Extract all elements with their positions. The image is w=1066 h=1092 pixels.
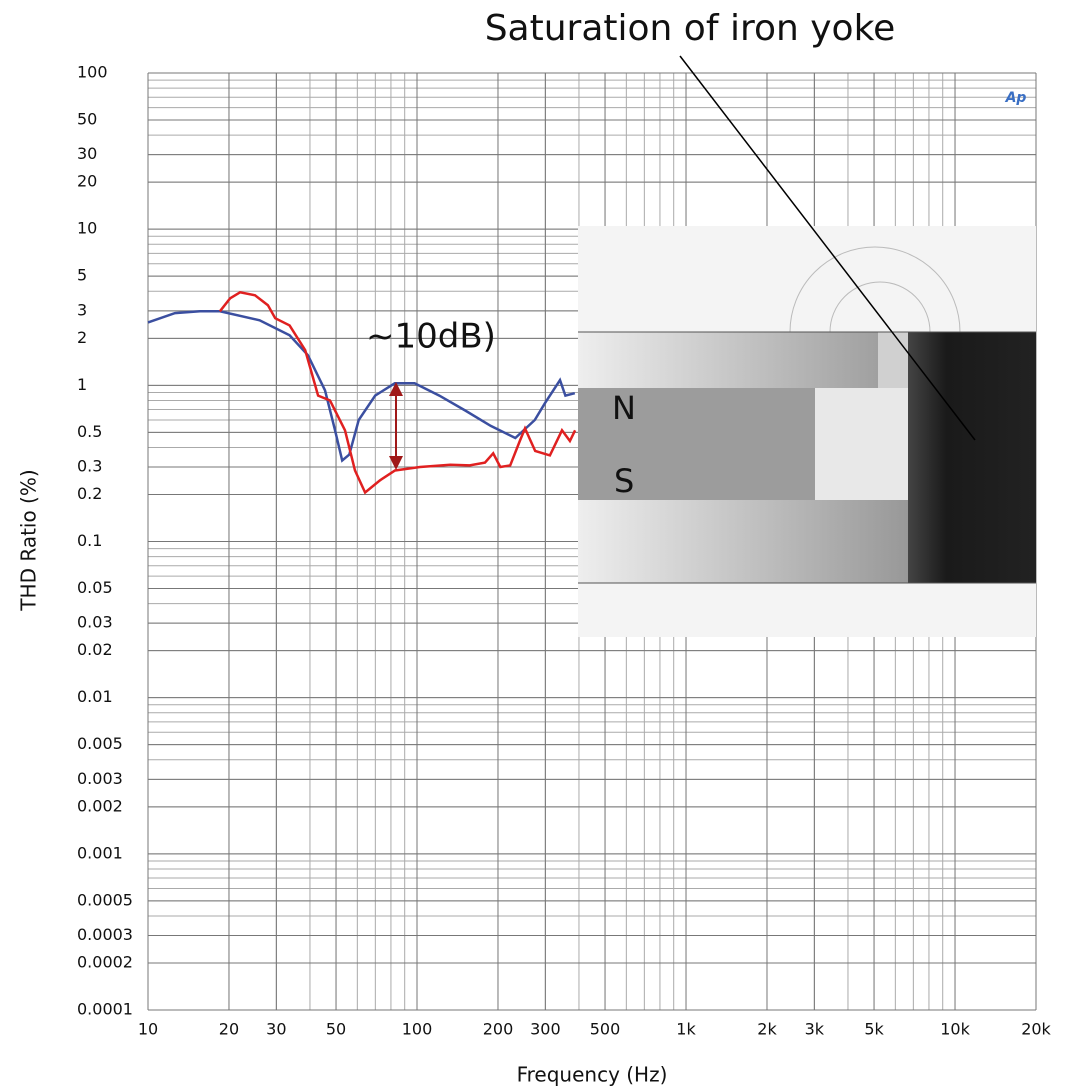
y-tick-label: 100	[77, 63, 108, 82]
y-tick-label: 0.05	[77, 578, 113, 597]
y-tick-label: 0.005	[77, 734, 123, 753]
y-tick-label: 0.0003	[77, 925, 133, 944]
x-axis-title: Frequency (Hz)	[517, 1063, 668, 1087]
y-tick-label: 5	[77, 266, 87, 285]
x-tick-label: 20k	[1021, 1020, 1051, 1039]
x-tick-label: 200	[483, 1020, 514, 1039]
y-tick-label: 3	[77, 300, 87, 319]
y-axis-title: THD Ratio (%)	[17, 469, 41, 611]
y-tick-label: 0.03	[77, 613, 113, 632]
x-tick-label: 20	[219, 1020, 239, 1039]
pole-gap	[878, 332, 908, 388]
x-tick-label: 500	[590, 1020, 621, 1039]
x-tick-label: 30	[266, 1020, 286, 1039]
y-tick-label: 0.1	[77, 531, 102, 550]
chart: 100 50 30 20 10 5 3 2 1 0.5 0.3 0.2 0.1 0.05 0.03 0.02 0…	[0, 0, 1066, 1092]
y-tick-label: 2	[77, 328, 87, 347]
y-tick-label: 0.01	[77, 687, 113, 706]
y-tick-label: 0.002	[77, 796, 123, 815]
x-tick-label: 10k	[940, 1020, 970, 1039]
y-tick-label: 20	[77, 172, 97, 191]
x-tick-label: 10	[138, 1020, 158, 1039]
x-tick-label: 300	[530, 1020, 561, 1039]
field-inset: N S	[578, 226, 1036, 637]
x-tick-label: 100	[402, 1020, 433, 1039]
y-tick-label: 0.0001	[77, 1000, 133, 1019]
x-tick-label: 3k	[805, 1020, 825, 1039]
saturated-yoke	[908, 332, 1036, 583]
y-tick-label: 50	[77, 110, 97, 129]
x-tick-label: 50	[326, 1020, 346, 1039]
y-tick-label: 0.3	[77, 456, 102, 475]
pole-label: N	[612, 389, 636, 427]
x-tick-label: 1k	[676, 1020, 696, 1039]
x-tick-label: 2k	[757, 1020, 777, 1039]
y-tick-label: 0.0005	[77, 890, 133, 909]
annotation: ~10dB)	[366, 317, 496, 357]
y-tick-label: 30	[77, 144, 97, 163]
pole-label: S	[614, 462, 634, 500]
logo: Ap	[1005, 90, 1027, 106]
gap	[815, 388, 908, 500]
y-tick-label: 10	[77, 219, 97, 238]
y-tick-label: 0.2	[77, 484, 102, 503]
x-tick-label: 5k	[864, 1020, 884, 1039]
annotation: Saturation of iron yoke	[485, 8, 896, 49]
y-tick-label: 0.0002	[77, 952, 133, 971]
y-tick-label: 1	[77, 375, 87, 394]
y-tick-label: 0.02	[77, 640, 113, 659]
y-tick-label: 0.003	[77, 769, 123, 788]
y-tick-label: 0.001	[77, 843, 123, 862]
y-tick-label: 0.5	[77, 422, 102, 441]
series-line	[148, 311, 575, 460]
